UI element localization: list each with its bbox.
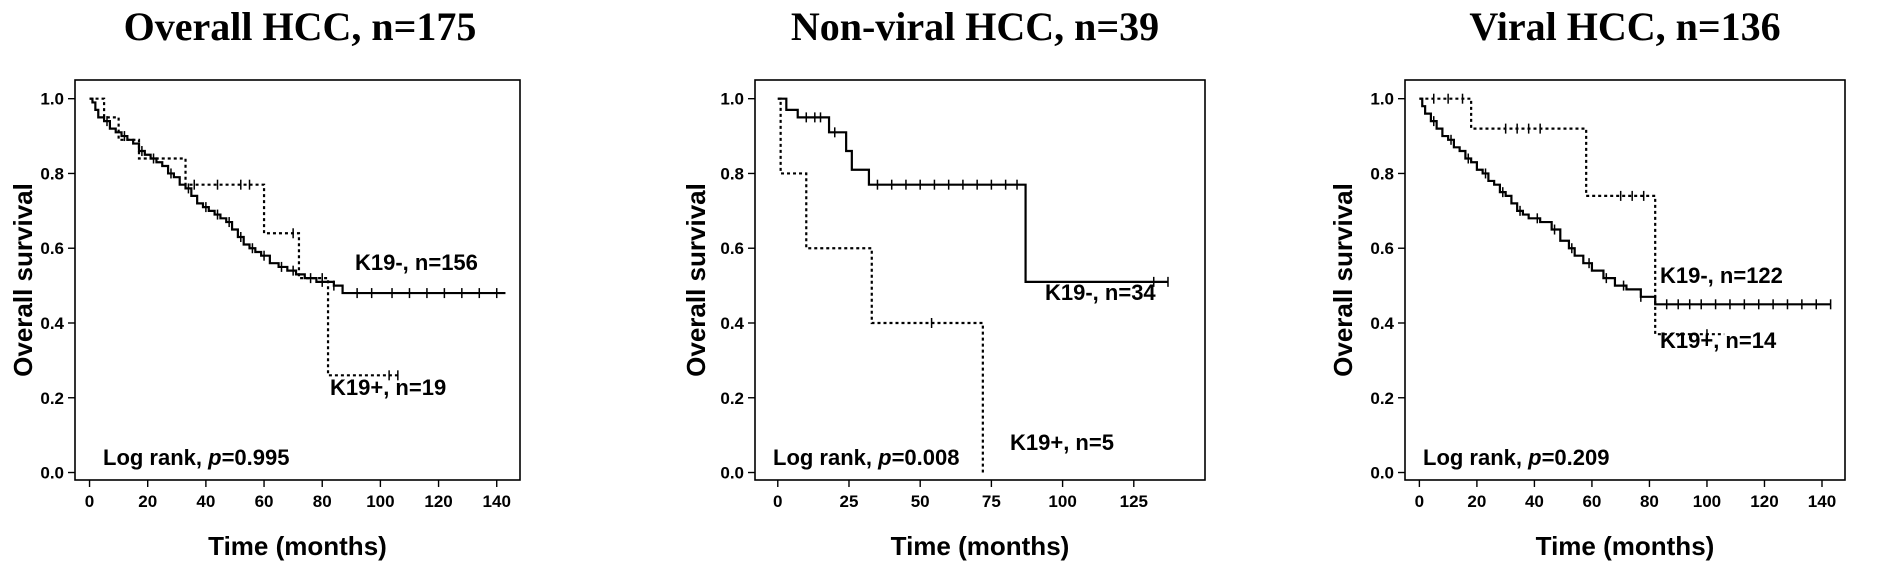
x-tick-label: 60 bbox=[1582, 492, 1601, 511]
x-tick-label: 80 bbox=[1640, 492, 1659, 511]
x-tick-label: 80 bbox=[313, 492, 332, 511]
x-tick-label: 120 bbox=[424, 492, 452, 511]
x-tick-label: 20 bbox=[1467, 492, 1486, 511]
log-rank-annotation: Log rank, p=0.008 bbox=[773, 445, 959, 470]
x-axis-title: Time (months) bbox=[208, 531, 387, 561]
log-rank-annotation: Log rank, p=0.209 bbox=[1423, 445, 1609, 470]
y-tick-label: 0.4 bbox=[720, 314, 744, 333]
y-axis-title: Overall survival bbox=[8, 183, 38, 377]
series-label: K19-, n=122 bbox=[1660, 263, 1783, 288]
series-label: K19-, n=34 bbox=[1045, 280, 1156, 305]
y-tick-label: 0.0 bbox=[1370, 464, 1394, 483]
survival-curve-k19-positive bbox=[89, 97, 398, 377]
plot-frame bbox=[74, 79, 521, 481]
y-tick-label: 1.0 bbox=[1370, 90, 1394, 109]
km-panel-overall: Overall HCC, n=175 Time (months) Overall… bbox=[8, 4, 521, 561]
y-tick-label: 0.4 bbox=[1370, 314, 1394, 333]
series-label: K19+, n=5 bbox=[1010, 430, 1114, 455]
x-tick-label: 140 bbox=[483, 492, 511, 511]
x-tick-label: 100 bbox=[1048, 492, 1076, 511]
y-tick-label: 0.8 bbox=[720, 164, 744, 183]
y-tick-label: 0.6 bbox=[1370, 239, 1394, 258]
plot-frame bbox=[1404, 79, 1846, 481]
series-label: K19+, n=19 bbox=[330, 375, 446, 400]
x-tick-label: 40 bbox=[196, 492, 215, 511]
y-tick-label: 0.2 bbox=[40, 389, 64, 408]
km-panel-nonviral: Non-viral HCC, n=39 Time (months) Overal… bbox=[681, 4, 1206, 561]
series-label: K19-, n=156 bbox=[355, 250, 478, 275]
y-tick-label: 1.0 bbox=[40, 90, 64, 109]
x-tick-label: 125 bbox=[1120, 492, 1148, 511]
survival-curve-k19-positive bbox=[777, 97, 984, 473]
x-tick-label: 40 bbox=[1525, 492, 1544, 511]
series-label: K19+, n=14 bbox=[1660, 328, 1777, 353]
km-panel-viral: Viral HCC, n=136 Time (months) Overall s… bbox=[1328, 4, 1846, 561]
survival-curve-k19-negative bbox=[777, 97, 1168, 283]
x-tick-label: 140 bbox=[1808, 492, 1836, 511]
y-tick-label: 0.0 bbox=[40, 464, 64, 483]
y-tick-label: 0.6 bbox=[720, 239, 744, 258]
x-tick-label: 100 bbox=[366, 492, 394, 511]
panel-title: Viral HCC, n=136 bbox=[1469, 4, 1780, 49]
x-tick-label: 120 bbox=[1750, 492, 1778, 511]
survival-curve-k19-negative bbox=[89, 97, 506, 295]
log-rank-annotation: Log rank, p=0.995 bbox=[103, 445, 289, 470]
x-tick-label: 25 bbox=[840, 492, 859, 511]
x-axis-title: Time (months) bbox=[1536, 531, 1715, 561]
survival-curve-k19-positive bbox=[1419, 97, 1725, 336]
x-tick-label: 100 bbox=[1693, 492, 1721, 511]
x-tick-label: 75 bbox=[982, 492, 1001, 511]
plot-frame bbox=[754, 79, 1206, 481]
x-tick-label: 50 bbox=[911, 492, 930, 511]
x-tick-label: 0 bbox=[85, 492, 94, 511]
x-tick-label: 0 bbox=[773, 492, 782, 511]
y-axis-title: Overall survival bbox=[681, 183, 711, 377]
x-tick-label: 20 bbox=[138, 492, 157, 511]
y-tick-label: 1.0 bbox=[720, 90, 744, 109]
y-tick-label: 0.2 bbox=[1370, 389, 1394, 408]
y-tick-label: 0.8 bbox=[40, 164, 64, 183]
y-tick-label: 0.2 bbox=[720, 389, 744, 408]
y-tick-label: 0.4 bbox=[40, 314, 64, 333]
x-axis-title: Time (months) bbox=[891, 531, 1070, 561]
y-axis-title: Overall survival bbox=[1328, 183, 1358, 377]
y-tick-label: 0.6 bbox=[40, 239, 64, 258]
x-tick-label: 60 bbox=[255, 492, 274, 511]
survival-curve-k19-negative bbox=[1419, 97, 1831, 306]
y-tick-label: 0.8 bbox=[1370, 164, 1394, 183]
x-tick-label: 0 bbox=[1415, 492, 1424, 511]
panel-title: Non-viral HCC, n=39 bbox=[791, 4, 1159, 49]
panel-title: Overall HCC, n=175 bbox=[124, 4, 477, 49]
y-tick-label: 0.0 bbox=[720, 464, 744, 483]
